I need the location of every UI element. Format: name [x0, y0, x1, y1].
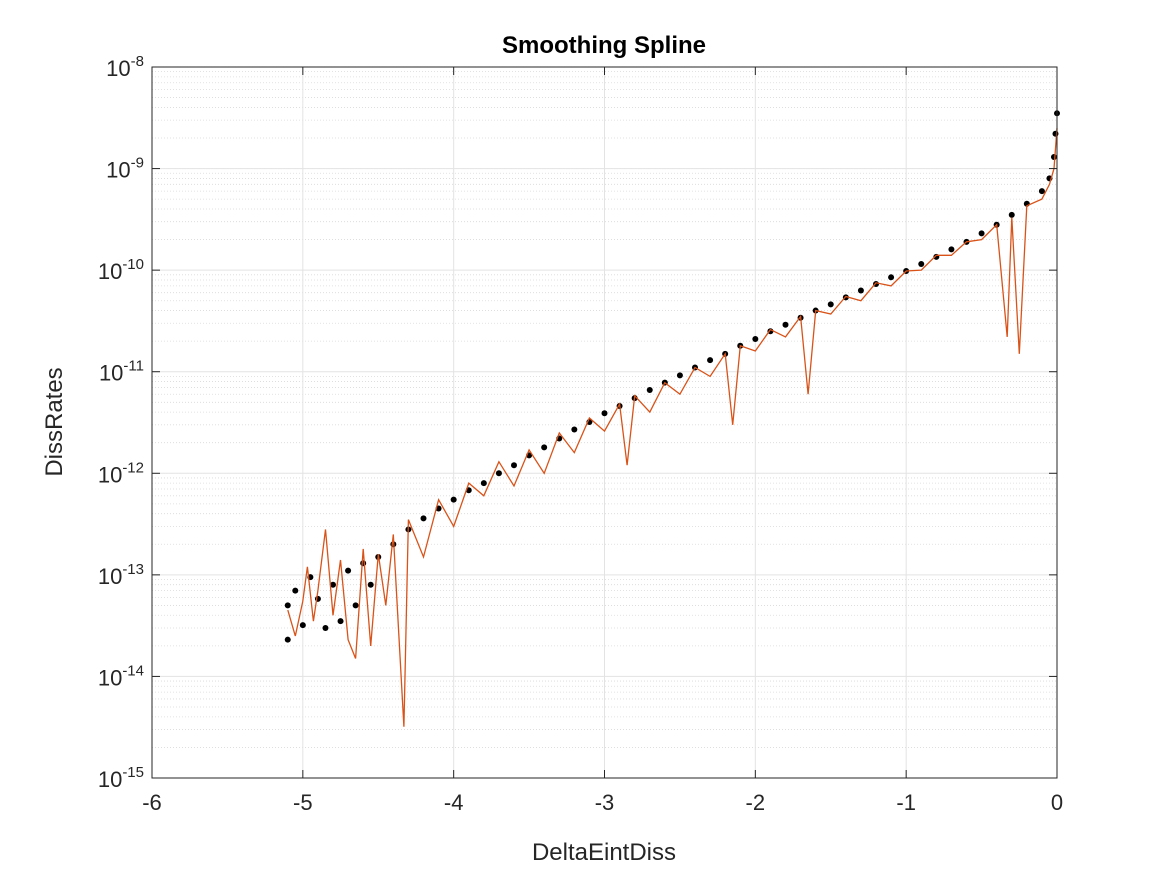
data-point — [857, 287, 864, 294]
data-point — [601, 410, 608, 417]
x-axis-ticks: -6 -5 -4 -3 -2 -1 0 — [142, 67, 1063, 815]
data-point — [707, 357, 714, 364]
y-tick-label: 10-13 — [98, 561, 144, 589]
data-point — [752, 335, 759, 342]
x-tick-label: -4 — [444, 790, 464, 815]
x-tick-label: 0 — [1051, 790, 1063, 815]
data-point — [367, 581, 374, 588]
y-tick-label: 10-9 — [106, 155, 144, 183]
data-point — [782, 321, 789, 328]
data-point — [646, 387, 653, 394]
data-point — [495, 470, 502, 477]
data-point — [1038, 188, 1045, 195]
x-tick-label: -1 — [896, 790, 916, 815]
y-tick-label: 10-15 — [98, 764, 144, 792]
x-tick-label: -2 — [746, 790, 766, 815]
data-point — [337, 618, 344, 625]
x-tick-label: -6 — [142, 790, 162, 815]
x-axis-label: DeltaEintDiss — [532, 839, 676, 866]
y-tick-label: 10-11 — [99, 358, 144, 386]
y-tick-label: 10-8 — [106, 53, 144, 81]
data-point — [511, 462, 517, 469]
data-point — [1050, 153, 1057, 160]
series-layer — [284, 110, 1060, 727]
data-point — [676, 372, 683, 379]
data-point — [360, 560, 367, 567]
data-point — [322, 624, 329, 631]
chart-title: Smoothing Spline — [502, 32, 706, 59]
x-tick-label: -3 — [595, 790, 615, 815]
data-point — [299, 622, 306, 629]
data-point — [1008, 211, 1015, 218]
y-tick-label: 10-12 — [98, 459, 144, 487]
data-point — [918, 260, 925, 267]
data-point — [948, 246, 955, 253]
data-point — [978, 230, 985, 237]
data-point — [352, 602, 359, 609]
data-point — [571, 426, 578, 433]
data-point — [292, 587, 299, 594]
x-tick-label: -5 — [293, 790, 313, 815]
data-point — [345, 567, 352, 574]
data-point — [1052, 130, 1059, 137]
y-axis-label: DissRates — [41, 367, 68, 476]
data-point — [450, 496, 457, 503]
data-point — [330, 581, 336, 588]
data-point — [284, 636, 291, 643]
data-point — [888, 274, 895, 281]
data-point — [284, 602, 291, 609]
y-tick-label: 10-14 — [98, 662, 144, 690]
spline-line — [287, 128, 1058, 727]
data-point — [480, 480, 487, 487]
data-point — [827, 301, 834, 308]
data-point — [420, 515, 427, 522]
data-point — [541, 444, 548, 451]
y-tick-label: 10-10 — [98, 256, 144, 284]
y-axis-ticks: 10-15 10-14 10-13 10-12 10-11 10-10 10-9 10-8 — [98, 53, 1057, 792]
